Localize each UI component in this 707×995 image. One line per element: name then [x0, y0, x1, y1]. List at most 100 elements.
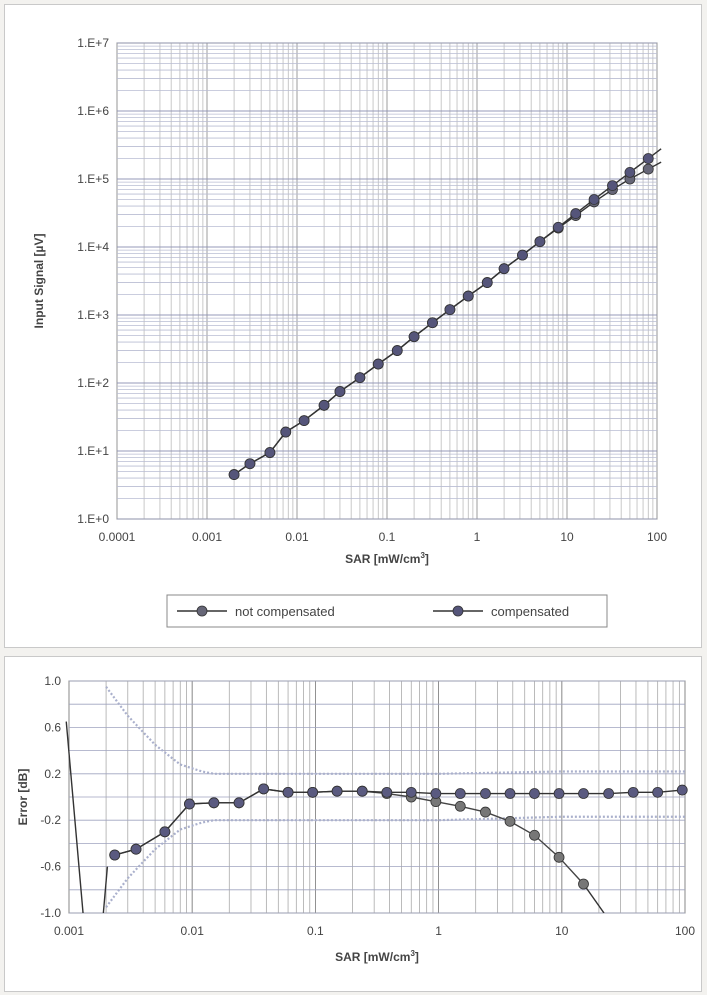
data-point: [627, 786, 639, 798]
x-tick-label: 10: [555, 924, 569, 938]
legend: not compensated compensated: [166, 594, 608, 628]
x-axis-title-end: ]: [425, 552, 429, 566]
data-point: [228, 469, 240, 480]
y-tick-label: -1.0: [40, 906, 61, 920]
legend-label: not compensated: [235, 604, 335, 619]
data-point: [480, 788, 491, 799]
data-point: [552, 221, 564, 233]
y-tick-label: 0.6: [44, 720, 61, 734]
grid-lines: [116, 42, 658, 520]
data-point: [498, 263, 510, 275]
data-point: [624, 167, 636, 178]
y-axis-title: Input Signal [µV]: [32, 234, 46, 329]
data-point: [307, 786, 319, 798]
series-line: [102, 866, 109, 913]
y-tick-label: 1.E+6: [77, 104, 109, 118]
chart-panel-input-signal: 0.0001 0.001 0.01 0.1 1 10 100 1.E+0 1.E+1 1.E+2 1…: [4, 4, 702, 648]
data-point: [354, 372, 366, 384]
y-tick-label: 1.E+1: [77, 444, 109, 458]
data-point: [603, 788, 615, 799]
data-point: [109, 849, 121, 861]
data-point: [676, 784, 688, 796]
x-tick-label: 1: [435, 924, 442, 938]
data-point: [517, 249, 528, 261]
data-point: [534, 236, 546, 248]
legend-label: compensated: [491, 604, 569, 619]
x-tick-label: 0.1: [307, 924, 324, 938]
data-point: [405, 786, 417, 798]
y-tick-label: 1.E+4: [77, 240, 109, 254]
data-point: [529, 788, 540, 799]
data-point: [504, 815, 516, 827]
data-point: [481, 277, 493, 288]
data-point: [570, 208, 582, 219]
grid-lines: [68, 680, 686, 914]
x-tick-label: 10: [560, 530, 574, 544]
legend-not-compensated: not compensated: [177, 604, 335, 619]
y-tick-label: 1.E+7: [77, 36, 109, 50]
data-point: [588, 194, 600, 205]
chart-panel-error: 0.001 0.01 0.1 1 10 100 1.0 0.6 0.2 -0.2 -0.6 -1.0 S…: [4, 656, 702, 992]
data-point: [264, 447, 276, 458]
data-point: [372, 358, 384, 370]
data-point: [298, 415, 310, 426]
data-point: [607, 180, 618, 191]
data-point: [318, 399, 330, 411]
series-compensated: [109, 783, 688, 861]
x-tick-label: 0.001: [54, 924, 84, 938]
legend-marker: [196, 605, 208, 617]
data-point: [553, 851, 565, 863]
data-point: [462, 290, 474, 302]
series-line: [105, 815, 685, 908]
data-point: [391, 345, 403, 356]
x-axis-title: SAR [mW/cm3]: [335, 949, 419, 964]
series-uncertainty-lower: [105, 815, 685, 908]
series-uncertainty-upper: [105, 686, 685, 775]
series-steep-right: [582, 883, 605, 913]
data-point: [356, 785, 368, 797]
data-point: [208, 797, 220, 809]
x-axis-title-end: ]: [415, 950, 419, 964]
data-point: [381, 786, 393, 798]
series-steep-left: [65, 721, 84, 913]
series-compensated: [228, 148, 662, 480]
data-point: [430, 788, 442, 799]
x-tick-label: 0.01: [181, 924, 205, 938]
series-steep-left-2: [102, 866, 109, 913]
y-tick-label: 1.E+0: [77, 512, 109, 526]
y-tick-label: -0.6: [40, 860, 61, 874]
error-chart: 0.001 0.01 0.1 1 10 100 1.0 0.6 0.2 -0.2 -0.6 -1.0 S…: [16, 674, 695, 964]
data-point: [652, 786, 664, 798]
legend-marker: [452, 605, 464, 617]
data-point: [578, 788, 589, 799]
y-tick-label: 1.E+3: [77, 308, 109, 322]
data-point: [427, 317, 438, 329]
data-point: [642, 153, 654, 164]
y-tick-label: 1.0: [44, 674, 61, 688]
data-point: [334, 386, 346, 397]
x-axis-title-sup: 3: [420, 551, 425, 560]
data-point: [578, 878, 589, 890]
data-point: [480, 806, 491, 818]
data-point: [233, 797, 245, 809]
data-point: [408, 331, 420, 343]
data-point: [159, 826, 171, 838]
data-point: [529, 829, 540, 841]
y-tick-label: 0.2: [44, 767, 61, 781]
y-tick-label: -0.2: [40, 813, 61, 827]
data-point: [184, 798, 195, 810]
data-point: [280, 426, 292, 438]
series-line: [105, 686, 685, 775]
x-tick-label: 1: [474, 530, 481, 544]
data-point: [642, 163, 654, 175]
x-tick-label: 100: [647, 530, 667, 544]
input-signal-chart: 0.0001 0.001 0.01 0.1 1 10 100 1.E+0 1.E+1 1.E+2 1…: [32, 36, 667, 628]
y-axis-title: Error [dB]: [16, 769, 30, 826]
series-line: [582, 883, 605, 913]
data-point: [504, 788, 516, 799]
data-point: [444, 304, 456, 316]
data-point: [130, 843, 142, 855]
y-tick-label: 1.E+5: [77, 172, 109, 186]
x-tick-label: 0.001: [192, 530, 222, 544]
data-point: [258, 783, 270, 795]
